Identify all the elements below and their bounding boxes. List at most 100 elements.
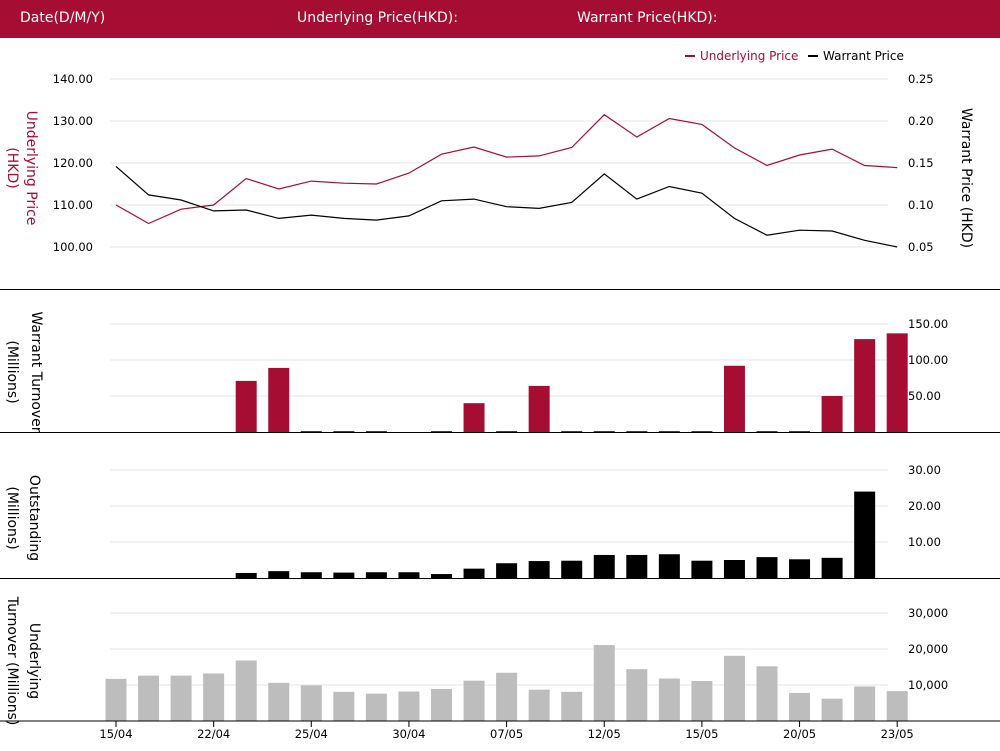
warrant-turnover-bar [789,431,811,432]
outstanding-bar [365,572,387,578]
legend-warrant-label: Warrant Price [823,49,904,63]
underlying-turnover-bar [626,669,648,721]
y-right-tick-label: 30,000 [908,606,948,620]
underlying-price-label: Underlying Price(HKD): [297,10,458,26]
underlying-turnover-bar [496,672,518,721]
warrant-turnover-bar [431,431,452,432]
x-tick-label: 15/04 [99,727,132,741]
underlying-turnover-bar [365,693,387,721]
underlying-turnover-bar [431,688,452,721]
outstanding-bar [723,560,745,578]
outstanding-bar [528,561,550,578]
warrant-chart[interactable]: 100.00 110.00 120.00 130.00 140.00 0.05 0.10 0.… [0,38,1000,751]
x-tick-label: 22/04 [197,727,230,741]
outstanding-bar [789,559,811,578]
underlying-turnover-bar [723,655,745,721]
underlying-turnover-bar [789,692,811,721]
underlying-turnover-bar [886,691,908,721]
underlying-turnover-bar [854,686,876,721]
y-left-tick-label: 140.00 [53,72,93,86]
x-tick-label: 30/04 [392,727,425,741]
outstanding-bar [496,563,518,578]
underlying-turnover-bar [105,678,127,721]
y-left-tick-label: 100.00 [53,240,93,254]
y-left-axis-title-line1: Underlying Price [23,111,39,226]
y-left-axis-title-line2: (HKD) [4,147,20,188]
warrant-turnover-bar [300,431,322,432]
legend-underlying-label: Underlying Price [700,49,798,63]
warrant-turnover-bar [268,367,290,432]
warrant-turnover-bar [496,431,518,432]
y-axis-title-line2: Turnover (Millions) [4,596,20,726]
warrant-turnover-bar [821,396,843,432]
y-right-tick-label: 10.00 [908,535,941,549]
x-tick-label: 12/05 [588,727,621,741]
underlying-turnover-bar [333,691,355,721]
y-right-tick-label: 50.00 [908,389,941,403]
warrant-turnover-bar [593,431,615,432]
outstanding-bar [235,572,257,578]
x-tick-label: 25/04 [295,727,328,741]
outstanding-bar [431,574,452,578]
y-axis-title-line1: Warrant Turnover [28,311,44,432]
x-tick-label: 07/05 [490,727,523,741]
warrant-turnover-bar [691,431,713,432]
underlying-price-line [115,113,898,225]
y-right-tick-label: 0.10 [908,198,934,212]
outstanding-bar [593,554,615,578]
y-right-tick-label: 0.25 [908,72,934,86]
underlying-turnover-bar [138,675,160,721]
underlying-turnover-bar [691,681,713,721]
y-right-tick-label: 0.05 [908,240,934,254]
underlying-turnover-bar [235,660,257,721]
outstanding-bar [626,554,648,578]
y-right-tick-label: 20,000 [908,642,948,656]
x-tick-label: 23/05 [881,727,914,741]
underlying-turnover-bar [463,680,485,721]
outstanding-bar [854,491,876,578]
underlying-turnover-bar [658,678,680,721]
y-right-axis-title: Warrant Price (HKD) [958,108,974,248]
x-tick-label: 15/05 [685,727,718,741]
warrant-turnover-bar [561,431,583,432]
warrant-turnover-bar [854,339,876,432]
underlying-turnover-bar [593,645,615,721]
outstanding-bar [561,560,583,578]
warrant-turnover-bar [658,431,680,432]
underlying-turnover-bar [268,682,290,721]
underlying-turnover-bar [821,698,843,721]
outstanding-bar [756,557,778,578]
y-right-tick-label: 30.00 [908,463,941,477]
underlying-turnover-bar [528,689,550,721]
chart-header: Date(D/M/Y) Underlying Price(HKD): Warra… [0,0,1000,38]
y-right-tick-label: 0.15 [908,156,934,170]
y-right-tick-label: 20.00 [908,499,941,513]
warrant-turnover-bar [886,333,908,432]
y-right-tick-label: 100.00 [908,353,948,367]
underlying-turnover-bar [756,666,778,721]
underlying-turnover-bar [561,691,583,721]
warrant-turnover-bar [756,431,778,432]
y-axis-title-line1: Outstanding [26,475,42,561]
date-label: Date(D/M/Y) [20,10,106,26]
y-axis-title-line1: Underlying [26,623,42,699]
outstanding-bar [333,572,355,578]
outstanding-bar [658,554,680,578]
outstanding-bar [268,571,290,578]
outstanding-bar [300,572,322,578]
underlying-turnover-bar [300,685,322,721]
y-right-tick-label: 150.00 [908,317,948,331]
outstanding-bar [691,560,713,578]
y-left-tick-label: 110.00 [53,198,93,212]
y-right-tick-label: 0.20 [908,114,934,128]
warrant-price-line [115,165,898,248]
warrant-turnover-bar [528,385,550,432]
warrant-turnover-bar [235,380,257,432]
warrant-price-label: Warrant Price(HKD): [577,10,718,26]
y-left-tick-label: 130.00 [53,114,93,128]
warrant-turnover-bar [463,403,485,432]
y-left-tick-label: 120.00 [53,156,93,170]
underlying-turnover-bar [203,673,225,721]
warrant-turnover-bar [365,431,387,432]
warrant-turnover-bar [626,431,648,432]
